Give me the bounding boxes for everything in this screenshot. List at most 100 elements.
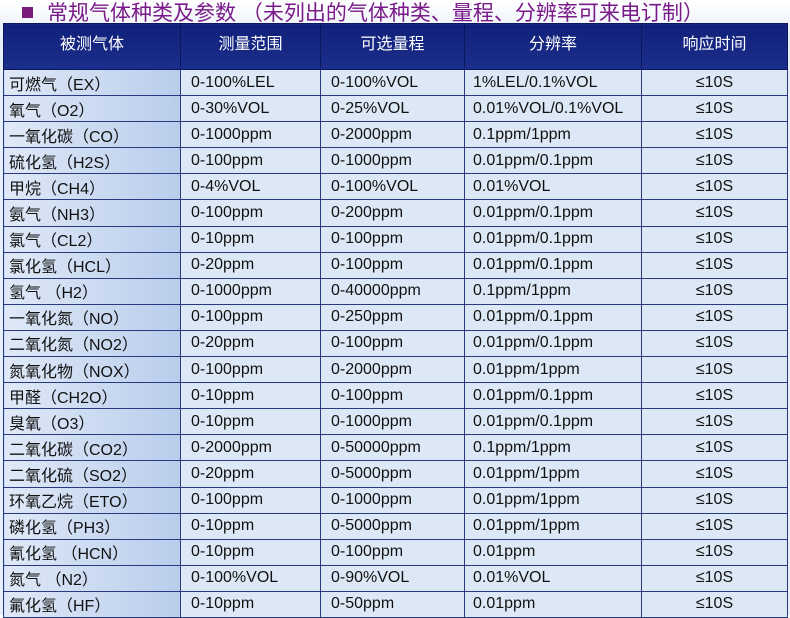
response-time-cell: ≤10S <box>641 538 788 566</box>
measure-range-cell: 0-20ppm <box>180 329 321 358</box>
table-row: 氧气（O2） 0-30%VOL 0-25%VOL 0.01%VOL/0.1%VOL ≤1… <box>3 95 788 123</box>
optional-range-cell: 0-50000ppm <box>320 434 465 462</box>
resolution-cell: 0.01ppm <box>464 590 642 618</box>
response-time-cell: ≤10S <box>641 303 788 331</box>
resolution-cell: 0.1ppm/1ppm <box>464 434 642 462</box>
table-row: 二氧化碳（CO2） 0-2000ppm 0-50000ppm 0.1ppm/1ppm ≤… <box>3 434 788 462</box>
response-time-cell: ≤10S <box>641 147 788 175</box>
resolution-cell: 0.01ppm <box>464 538 642 566</box>
resolution-cell: 0.01ppm/1ppm <box>464 486 642 514</box>
response-time-cell: ≤10S <box>641 121 788 149</box>
response-time-cell: ≤10S <box>641 434 788 462</box>
table-row: 氢气 （H2） 0-1000ppm 0-40000ppm 0.1ppm/1ppm ≤10… <box>3 277 788 305</box>
measure-range-cell: 0-100ppm <box>180 199 321 227</box>
optional-range-cell: 0-100ppm <box>320 538 465 566</box>
gas-name-cell: 氮气 （N2） <box>3 564 181 592</box>
resolution-cell: 0.01ppm/0.1ppm <box>464 199 642 227</box>
measure-range-cell: 0-30%VOL <box>180 95 321 123</box>
response-time-cell: ≤10S <box>641 68 788 97</box>
response-time-cell: ≤10S <box>641 356 788 384</box>
gas-name-cell: 氨气（NH3） <box>3 199 181 227</box>
response-time-cell: ≤10S <box>641 408 788 436</box>
response-time-cell: ≤10S <box>641 486 788 514</box>
response-time-cell: ≤10S <box>641 512 788 540</box>
resolution-cell: 0.01ppm/1ppm <box>464 512 642 540</box>
measure-range-cell: 0-2000ppm <box>180 434 321 462</box>
optional-range-cell: 0-100ppm <box>320 382 465 410</box>
resolution-cell: 0.01ppm/0.1ppm <box>464 408 642 436</box>
gas-name-cell: 臭氧（O3） <box>3 408 181 436</box>
measure-range-cell: 0-100ppm <box>180 303 321 331</box>
resolution-cell: 0.01ppm/0.1ppm <box>464 251 642 279</box>
table-row: 甲醛（CH2O） 0-10ppm 0-100ppm 0.01ppm/0.1ppm ≤10… <box>3 382 788 410</box>
gas-name-cell: 二氧化硫（SO2） <box>3 460 181 488</box>
measure-range-cell: 0-100%VOL <box>180 564 321 592</box>
response-time-cell: ≤10S <box>641 173 788 201</box>
measure-range-cell: 0-10ppm <box>180 538 321 566</box>
table-row: 二氧化硫（SO2） 0-20ppm 0-5000ppm 0.01ppm/1ppm ≤10… <box>3 460 788 488</box>
table-row: 一氧化氮（NO） 0-100ppm 0-250ppm 0.01ppm/0.1ppm ≤1… <box>3 303 788 331</box>
measure-range-cell: 0-100%LEL <box>180 68 321 97</box>
table-row: 氯化氢（HCL） 0-20ppm 0-100ppm 0.01ppm/0.1ppm ≤10… <box>3 251 788 279</box>
header-response-time: 响应时间 <box>641 23 788 70</box>
table-row: 氨气（NH3） 0-100ppm 0-200ppm 0.01ppm/0.1ppm ≤10… <box>3 199 788 227</box>
resolution-cell: 0.1ppm/1ppm <box>464 121 642 149</box>
optional-range-cell: 0-25%VOL <box>320 95 465 123</box>
response-time-cell: ≤10S <box>641 564 788 592</box>
optional-range-cell: 0-50ppm <box>320 590 465 618</box>
response-time-cell: ≤10S <box>641 225 788 253</box>
optional-range-cell: 0-5000ppm <box>320 512 465 540</box>
measure-range-cell: 0-100ppm <box>180 147 321 175</box>
measure-range-cell: 0-10ppm <box>180 382 321 410</box>
gas-name-cell: 环氧乙烷（ETO） <box>3 486 181 514</box>
response-time-cell: ≤10S <box>641 590 788 618</box>
gas-name-cell: 硫化氢（H2S） <box>3 147 181 175</box>
optional-range-cell: 0-1000ppm <box>320 147 465 175</box>
optional-range-cell: 0-5000ppm <box>320 460 465 488</box>
resolution-cell: 0.01ppm/0.1ppm <box>464 225 642 253</box>
gas-name-cell: 一氧化氮（NO） <box>3 303 181 331</box>
header-optional-range: 可选量程 <box>320 23 465 70</box>
optional-range-cell: 0-200ppm <box>320 199 465 227</box>
title-text: 常规气体种类及参数 （未列出的气体种类、量程、分辨率可来电订制） <box>47 2 704 25</box>
table-row: 氮氧化物（NOX） 0-100ppm 0-2000ppm 0.01ppm/1ppm ≤1… <box>3 356 788 384</box>
gas-name-cell: 氮氧化物（NOX） <box>3 356 181 384</box>
response-time-cell: ≤10S <box>641 460 788 488</box>
optional-range-cell: 0-100ppm <box>320 329 465 358</box>
gas-name-cell: 氯化氢（HCL） <box>3 251 181 279</box>
measure-range-cell: 0-10ppm <box>180 225 321 253</box>
resolution-cell: 0.01%VOL/0.1%VOL <box>464 95 642 123</box>
gas-name-cell: 一氧化碳（CO） <box>3 121 181 149</box>
measure-range-cell: 0-1000ppm <box>180 121 321 149</box>
gas-name-cell: 氟化氢（HF） <box>3 590 181 618</box>
measure-range-cell: 0-1000ppm <box>180 277 321 305</box>
gas-name-cell: 二氧化碳（CO2） <box>3 434 181 462</box>
gas-name-cell: 甲醛（CH2O） <box>3 382 181 410</box>
resolution-cell: 0.01ppm/0.1ppm <box>464 147 642 175</box>
measure-range-cell: 0-20ppm <box>180 251 321 279</box>
resolution-cell: 0.01%VOL <box>464 173 642 201</box>
gas-name-cell: 氧气（O2） <box>3 95 181 123</box>
optional-range-cell: 0-100%VOL <box>320 173 465 201</box>
gas-name-cell: 可燃气（EX） <box>3 68 181 97</box>
optional-range-cell: 0-100ppm <box>320 225 465 253</box>
header-gas: 被测气体 <box>3 23 181 70</box>
measure-range-cell: 0-20ppm <box>180 460 321 488</box>
resolution-cell: 0.01ppm/0.1ppm <box>464 303 642 331</box>
gas-parameters-table: 被测气体 测量范围 可选量程 分辨率 响应时间 可燃气（EX） 0-100%LEL… <box>3 23 788 618</box>
measure-range-cell: 0-10ppm <box>180 512 321 540</box>
header-resolution: 分辨率 <box>464 23 642 70</box>
square-bullet-icon <box>22 6 33 18</box>
optional-range-cell: 0-2000ppm <box>320 121 465 149</box>
table-row: 氯气（CL2） 0-10ppm 0-100ppm 0.01ppm/0.1ppm ≤10S <box>3 225 788 253</box>
gas-name-cell: 甲烷（CH4） <box>3 173 181 201</box>
table-row: 磷化氢（PH3） 0-10ppm 0-5000ppm 0.01ppm/1ppm ≤10S <box>3 512 788 540</box>
optional-range-cell: 0-250ppm <box>320 303 465 331</box>
optional-range-cell: 0-40000ppm <box>320 277 465 305</box>
table-row: 硫化氢（H2S） 0-100ppm 0-1000ppm 0.01ppm/0.1ppm ≤… <box>3 147 788 175</box>
table-row: 氰化氢 （HCN） 0-10ppm 0-100ppm 0.01ppm ≤10S <box>3 538 788 566</box>
resolution-cell: 0.01ppm/1ppm <box>464 356 642 384</box>
optional-range-cell: 0-2000ppm <box>320 356 465 384</box>
resolution-cell: 0.1ppm/1ppm <box>464 277 642 305</box>
table-header-row: 被测气体 测量范围 可选量程 分辨率 响应时间 <box>3 23 788 70</box>
